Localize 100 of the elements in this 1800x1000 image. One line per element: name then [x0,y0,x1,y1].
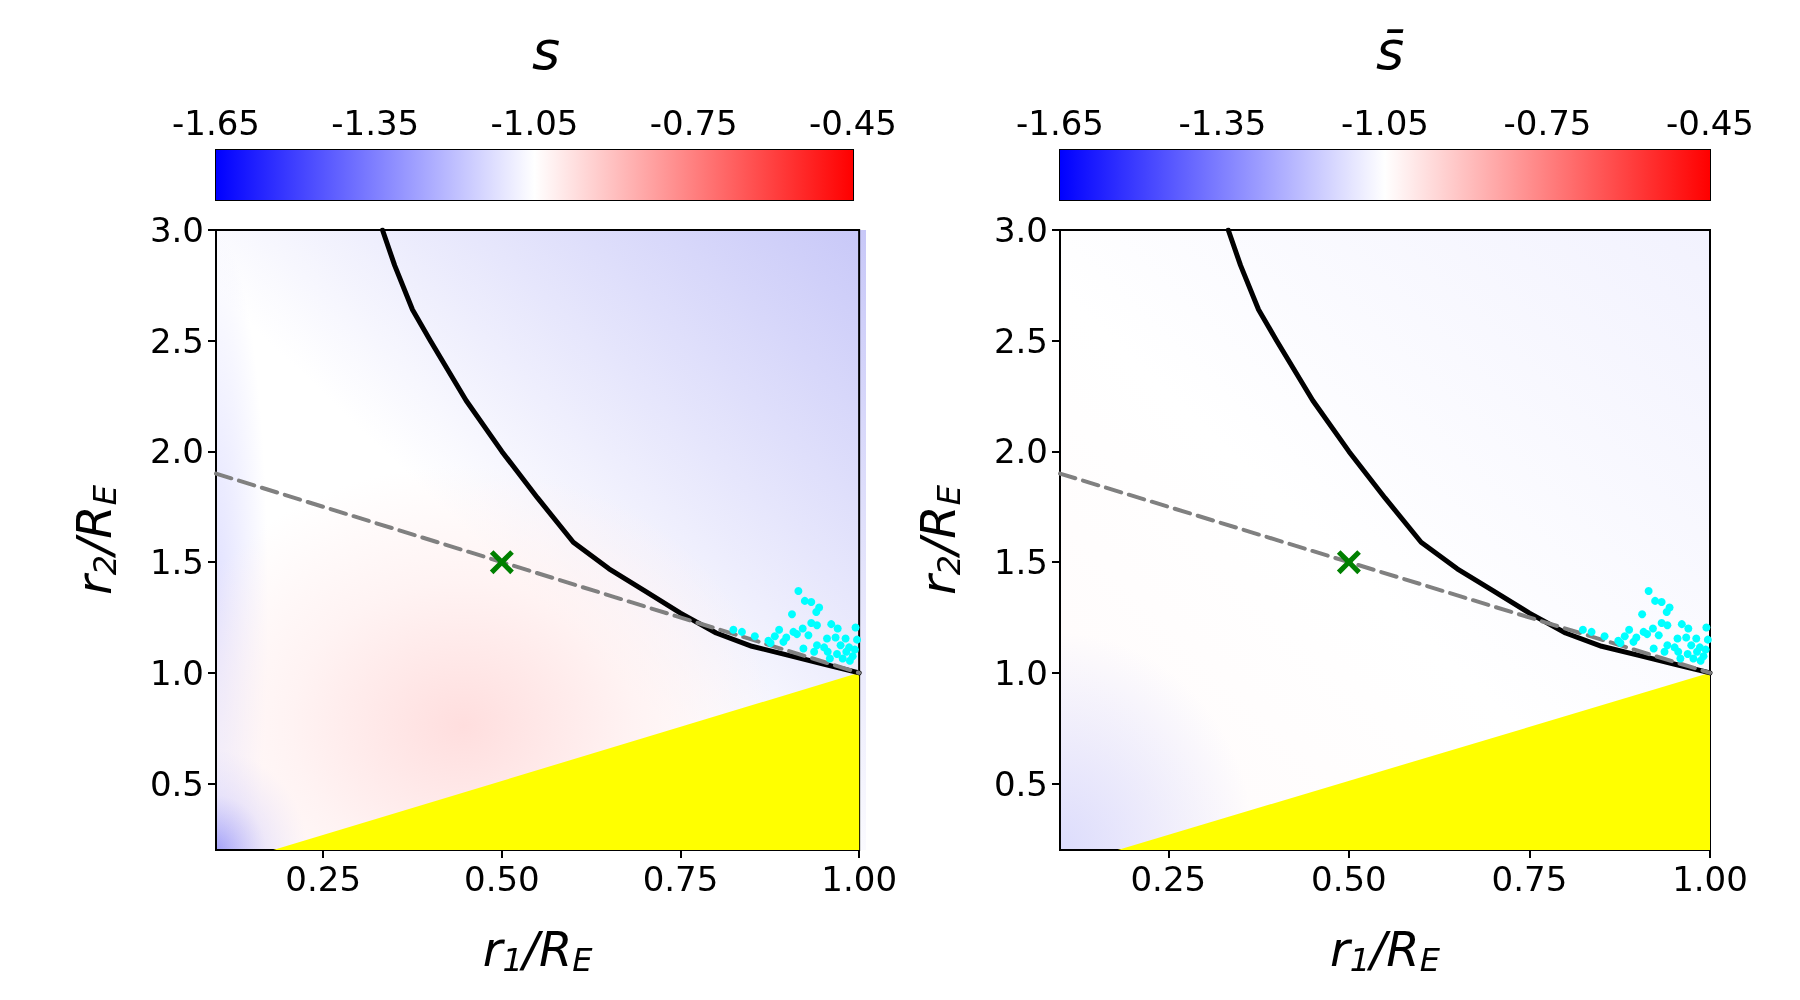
point [841,634,850,643]
point [1663,641,1672,650]
color-bar-label: -0.75 [649,103,738,143]
point [833,624,842,633]
y-tick-label: 1.0 [993,652,1048,693]
point [850,645,859,654]
point [1600,632,1609,641]
point [1663,621,1672,630]
point [812,621,821,630]
color-bar-label: -0.45 [1666,103,1754,143]
y-tick-label: 2.5 [149,320,204,361]
point [831,633,840,642]
point [1578,625,1587,634]
point [1693,647,1701,656]
y-tick-label: 0.5 [149,763,204,804]
point [842,647,851,656]
y-tick-label: 2.0 [993,431,1048,472]
point [1625,625,1634,634]
point [794,586,803,595]
point [489,550,514,575]
x-tick-label: 1.00 [1672,859,1748,899]
point [853,635,861,644]
x-tick-label: 0.25 [285,859,362,899]
point [845,656,854,665]
point [787,610,796,619]
point [1662,607,1671,616]
point [810,647,819,656]
color-bar-label: -1.35 [331,103,420,143]
point [1703,635,1712,644]
point [1677,620,1686,629]
point [1657,598,1666,606]
point [779,637,788,646]
color-bar-label: -1.05 [1341,103,1429,143]
x-tick-label: 1.00 [821,859,897,899]
point [1687,641,1696,650]
y-axis-title: r2/RE [910,484,968,595]
point [838,654,847,663]
point [812,641,821,650]
point [1696,656,1705,665]
x-tick-label: 0.75 [642,859,719,899]
point [851,623,860,632]
point [1587,627,1596,636]
point [812,607,821,616]
point [1676,654,1685,663]
point [807,598,816,606]
point [825,654,834,663]
point [1649,644,1658,653]
point [800,596,809,605]
point [1692,634,1701,643]
point [1674,647,1683,656]
x-tick-label: 0.50 [463,859,540,899]
point [1660,647,1669,656]
point [1336,550,1361,575]
point [1682,633,1691,642]
point [1689,654,1698,663]
color-bar-label: -0.45 [809,103,898,143]
color-bar-label: -1.65 [1016,103,1104,143]
point [799,644,808,653]
y-tick-label: 3.0 [149,210,204,250]
y-tick-label: 1.5 [993,542,1048,583]
point [823,634,831,643]
x-tick-label: 0.25 [1130,859,1207,899]
point [737,627,746,636]
y-tick-label: 2.0 [149,431,204,472]
point [1644,586,1653,595]
point [798,624,807,633]
point [1684,624,1693,633]
point [836,641,845,650]
point [1673,634,1682,643]
point [1620,632,1629,641]
point [1638,610,1647,619]
x-tick-label: 0.75 [1491,859,1568,899]
y-tick-label: 1.5 [149,542,204,583]
point [1651,596,1660,605]
chart-title: s̄ [1375,18,1405,82]
point [775,625,784,634]
y-tick-label: 3.0 [993,210,1048,250]
color-bar-label: -1.65 [172,103,260,143]
y-tick-label: 0.5 [993,763,1048,804]
point [750,632,759,641]
point [833,650,841,659]
point [804,631,813,640]
point [1701,645,1710,654]
point [1702,623,1711,632]
point [729,625,738,634]
color-bar-label: -1.35 [1178,103,1267,143]
point [1629,637,1638,646]
color-bar-label: -1.05 [490,103,579,143]
point [1648,624,1657,633]
y-tick-label: 1.0 [149,652,204,693]
point [770,632,779,641]
chart-title: s [531,18,561,82]
x-tick-label: 0.50 [1311,859,1387,899]
y-tick-label: 2.5 [993,320,1048,361]
point [1643,630,1652,639]
point [1654,631,1663,640]
y-axis-title: r2/RE [66,484,124,595]
point [827,620,836,629]
color-bar-label: -0.75 [1503,103,1592,143]
point [823,647,832,656]
